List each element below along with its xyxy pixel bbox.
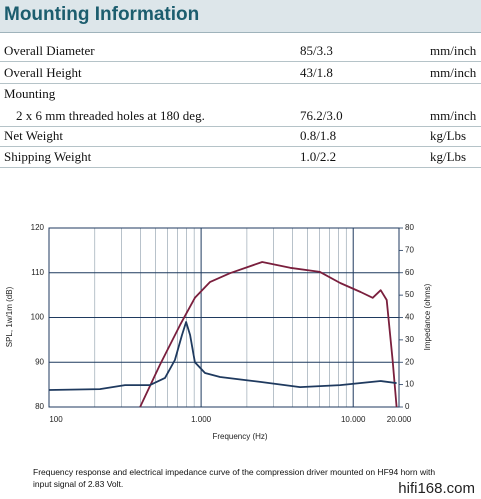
y2-tick-label: 0 — [405, 402, 410, 411]
cell: kg/Lbs — [430, 149, 467, 164]
y-tick-label: 90 — [35, 357, 44, 366]
cell: mm/inch — [430, 43, 477, 58]
x-tick-label: 100 — [49, 415, 63, 424]
y2-tick-label: 30 — [405, 335, 414, 344]
y2-tick-label: 20 — [405, 357, 414, 366]
chart: SPL, 1w/1m (dB) Impedance (ohms) Frequen… — [5, 223, 432, 441]
x-tick-label: 10.000 — [341, 415, 366, 424]
y-tick-label: 110 — [31, 268, 44, 277]
header: Mounting Information — [0, 0, 481, 33]
y2-tick-label: 50 — [405, 290, 414, 299]
y2-axis-label: Impedance (ohms) — [423, 283, 432, 350]
y2-tick-label: 10 — [405, 380, 414, 389]
y-axis-label: SPL, 1w/1m (dB) — [5, 286, 14, 347]
cell: 2 x 6 mm threaded holes at 180 deg. — [16, 108, 205, 123]
y2-tick-label: 70 — [405, 245, 414, 254]
cell: 43/1.8 — [300, 65, 333, 80]
y2-tick-label: 40 — [405, 313, 414, 322]
curve — [48, 321, 397, 391]
watermark: hifi168.com — [398, 480, 475, 497]
y2-tick-label: 60 — [405, 268, 414, 277]
cell: Overall Height — [4, 65, 82, 80]
cell: Overall Diameter — [4, 43, 95, 58]
cell: mm/inch — [430, 65, 477, 80]
y-tick-label: 80 — [35, 402, 44, 411]
x-tick-label: 1.000 — [191, 415, 212, 424]
cell: 1.0/2.2 — [300, 149, 337, 164]
caption: Frequency response and electrical impeda… — [33, 467, 436, 489]
y-tick-label: 120 — [31, 223, 45, 232]
spec-row: Shipping Weight 1.0/2.2 kg/Lbs — [0, 146, 481, 168]
cell: 76.2/3.0 — [300, 108, 343, 123]
cell: Net Weight — [4, 128, 64, 143]
spec-row: Overall Height 43/1.8 mm/inch — [0, 62, 481, 84]
spec-row: Mounting — [0, 83, 481, 104]
x-axis-label: Frequency (Hz) — [212, 432, 267, 441]
cell: kg/Lbs — [430, 128, 467, 143]
y2-tick-label: 80 — [405, 223, 414, 232]
spec-row: Net Weight 0.8/1.8 kg/Lbs — [0, 125, 481, 147]
cell: 0.8/1.8 — [300, 128, 337, 143]
spec-row: 2 x 6 mm threaded holes at 180 deg. 76.2/… — [0, 105, 481, 127]
cell: mm/inch — [430, 108, 477, 123]
curve — [139, 261, 398, 408]
cell: 85/3.3 — [300, 43, 333, 58]
title: Mounting Information — [4, 4, 200, 25]
x-tick-label: 20.000 — [387, 415, 412, 424]
cell: Shipping Weight — [4, 149, 92, 164]
spec-row: Overall Diameter 85/3.3 mm/inch — [0, 40, 481, 62]
y-tick-label: 100 — [31, 313, 45, 322]
cell: Mounting — [4, 86, 56, 101]
